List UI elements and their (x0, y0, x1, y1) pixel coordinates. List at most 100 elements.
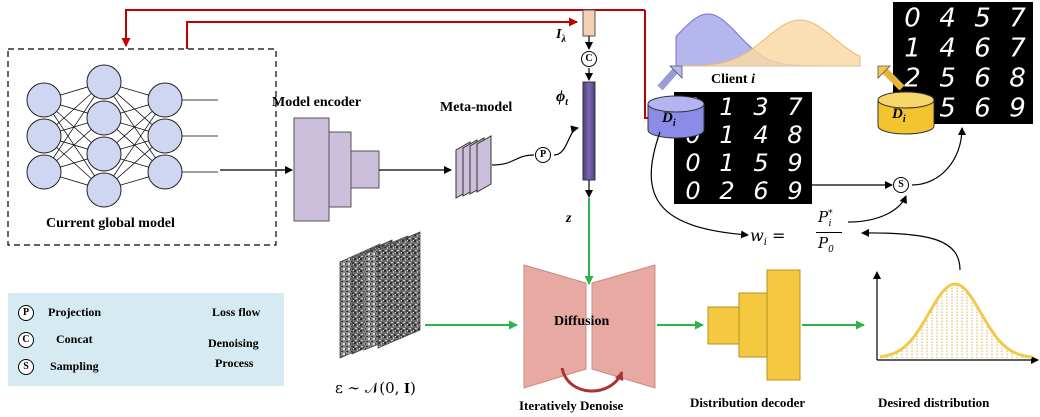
neuron-node (86, 136, 122, 172)
legend-denoising-label-line2: Process (215, 356, 254, 370)
digit-sample: 6 (974, 94, 991, 124)
digit-sample: 5 (939, 94, 956, 124)
sampled-dataset-symbol: D (892, 106, 903, 122)
sampled-dataset-cylinder (877, 91, 935, 135)
sampling-to-output-arrow (911, 127, 966, 186)
numerator-subscript: i (828, 219, 832, 229)
digit-sample: 0 (685, 177, 700, 205)
neural-network-icon (26, 64, 218, 208)
model-encoder-label: Model encoder (272, 95, 362, 110)
phi-t-label: ϕt (556, 88, 568, 108)
digit-sample: 9 (787, 149, 802, 177)
weight-denominator: P0 (818, 234, 834, 255)
legend-sampling-label: Sampling (50, 359, 99, 373)
legend-concat-symbol: C (18, 332, 34, 348)
z-label: z (566, 211, 572, 226)
denominator-subscript: 0 (828, 245, 834, 255)
digit-sample: 5 (974, 4, 991, 34)
digit-sample: 4 (939, 34, 956, 64)
digit-sample: 0 (904, 4, 921, 34)
neuron-node (147, 82, 183, 118)
distribution-decoder-block (707, 269, 801, 381)
legend (8, 293, 284, 386)
digit-sample: 1 (719, 93, 734, 121)
dataset-subscript: i (672, 118, 676, 129)
legend-loss-flow-label: Loss flow (212, 305, 261, 319)
digit-sample: 9 (787, 177, 802, 205)
digit-sample: 1 (904, 34, 921, 64)
noise-images (339, 231, 421, 359)
neuron-node (26, 82, 62, 118)
fraction-bar (816, 232, 842, 233)
digit-sample: 8 (1009, 64, 1026, 94)
sampled-to-plot-arrow (877, 65, 891, 79)
desired-distribution-plot (873, 271, 1039, 364)
desired-distribution-label: Desired distribution (878, 395, 990, 410)
neuron-node (86, 64, 122, 100)
numerator-symbol: P (818, 208, 829, 226)
digit-sample: 6 (753, 177, 768, 205)
sampled-dataset-subscript: i (902, 114, 906, 125)
digit-sample: 9 (1009, 94, 1026, 124)
digit-sample: 1 (719, 121, 734, 149)
legend-concat-label: Concat (56, 332, 93, 346)
digit-sample: 4 (753, 121, 768, 149)
projection-symbol: P (535, 147, 551, 163)
digit-sample: 0 (685, 149, 700, 177)
weight-lhs: wi = (750, 226, 786, 249)
diffusion-label: Diffusion (554, 314, 610, 329)
weight-subscript: i (763, 237, 767, 249)
phi-symbol: ϕ (556, 88, 566, 105)
neuron-node (26, 118, 62, 154)
current-global-model-label: Current global model (46, 216, 175, 231)
digit-sample: 6 (974, 34, 991, 64)
iterative-denoise-arrow (560, 367, 624, 393)
i-lambda-label: Iλ (556, 27, 566, 45)
digit-sample: 5 (939, 64, 956, 94)
neuron-node (147, 118, 183, 154)
dataset-symbol: D (662, 110, 673, 126)
sampling-symbol: S (893, 177, 909, 193)
neuron-node (86, 100, 122, 136)
digit-sample: 3 (753, 93, 768, 121)
numerator-superscript: * (828, 209, 833, 219)
noise-equation: ε ∼ 𝒩(0, 𝐈) (335, 379, 416, 397)
client-distribution-plot (675, 6, 861, 67)
digit-sample: 7 (787, 93, 803, 121)
concat-symbol: C (581, 51, 597, 67)
legend-projection-label: Projection (48, 305, 102, 319)
phi-t-bar (582, 81, 596, 181)
weight-symbol: w (750, 226, 764, 245)
i-lambda-subscript: λ (561, 33, 566, 45)
client-label: Client i (711, 72, 755, 88)
neuron-node (26, 154, 62, 190)
digit-sample: 8 (787, 121, 802, 149)
neuron-node (147, 154, 183, 190)
legend-sampling-symbol: S (18, 359, 34, 375)
denominator-symbol: P (818, 234, 829, 252)
digit-sample: 7 (1009, 34, 1026, 64)
legend-denoising-label-line1: Denoising (208, 336, 259, 350)
loss-flow-arrow-to-i-lambda (186, 17, 578, 49)
client-text: Client (711, 72, 748, 87)
distribution-to-weight-arrow (861, 228, 961, 271)
model-encoder-block (293, 117, 380, 222)
global-model-frame (7, 48, 277, 246)
legend-projection-symbol: P (18, 305, 34, 321)
distribution-decoder-label: Distribution decoder (690, 395, 806, 410)
loss-flow-arrow-to-model (121, 9, 645, 47)
arrow-projection-to-phi (553, 125, 579, 156)
meta-model-stack (455, 135, 492, 199)
i-lambda-bar (582, 9, 596, 37)
client-index: i (751, 72, 755, 87)
digit-sample: 2 (719, 177, 734, 205)
client-dataset-label: Di (662, 110, 676, 129)
weight-numerator: P*i (818, 208, 833, 229)
digit-sample: 4 (939, 4, 956, 34)
weight-to-sampling-arrow (847, 195, 907, 223)
digit-sample: 6 (974, 64, 991, 94)
digit-sample: 5 (753, 149, 768, 177)
digit-sample: 2 (904, 64, 921, 94)
